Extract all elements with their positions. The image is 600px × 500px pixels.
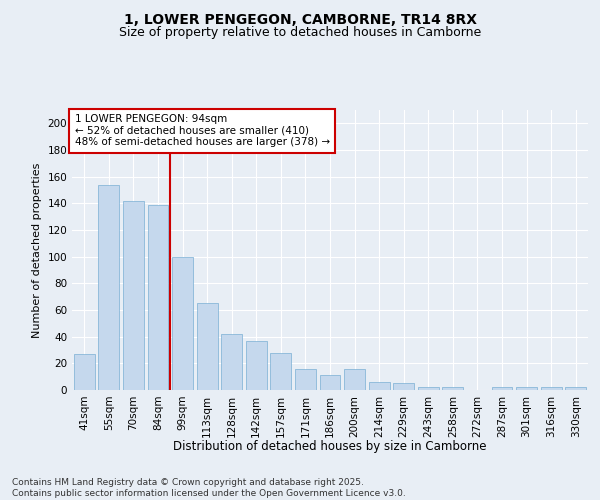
Bar bbox=[98, 184, 119, 390]
Bar bbox=[393, 384, 414, 390]
Text: 1, LOWER PENGEGON, CAMBORNE, TR14 8RX: 1, LOWER PENGEGON, CAMBORNE, TR14 8RX bbox=[124, 12, 476, 26]
Bar bbox=[295, 368, 316, 390]
Bar bbox=[442, 388, 463, 390]
Bar bbox=[565, 388, 586, 390]
Bar bbox=[320, 376, 340, 390]
Bar bbox=[172, 256, 193, 390]
Bar bbox=[418, 388, 439, 390]
Text: Size of property relative to detached houses in Camborne: Size of property relative to detached ho… bbox=[119, 26, 481, 39]
Bar bbox=[123, 200, 144, 390]
X-axis label: Distribution of detached houses by size in Camborne: Distribution of detached houses by size … bbox=[173, 440, 487, 453]
Bar bbox=[74, 354, 95, 390]
Bar bbox=[516, 388, 537, 390]
Bar bbox=[221, 334, 242, 390]
Bar bbox=[541, 388, 562, 390]
Bar bbox=[246, 340, 267, 390]
Text: 1 LOWER PENGEGON: 94sqm
← 52% of detached houses are smaller (410)
48% of semi-d: 1 LOWER PENGEGON: 94sqm ← 52% of detache… bbox=[74, 114, 330, 148]
Bar bbox=[491, 388, 512, 390]
Bar bbox=[148, 204, 169, 390]
Text: Contains HM Land Registry data © Crown copyright and database right 2025.
Contai: Contains HM Land Registry data © Crown c… bbox=[12, 478, 406, 498]
Y-axis label: Number of detached properties: Number of detached properties bbox=[32, 162, 42, 338]
Bar bbox=[197, 304, 218, 390]
Bar bbox=[368, 382, 389, 390]
Bar bbox=[271, 352, 292, 390]
Bar bbox=[344, 368, 365, 390]
